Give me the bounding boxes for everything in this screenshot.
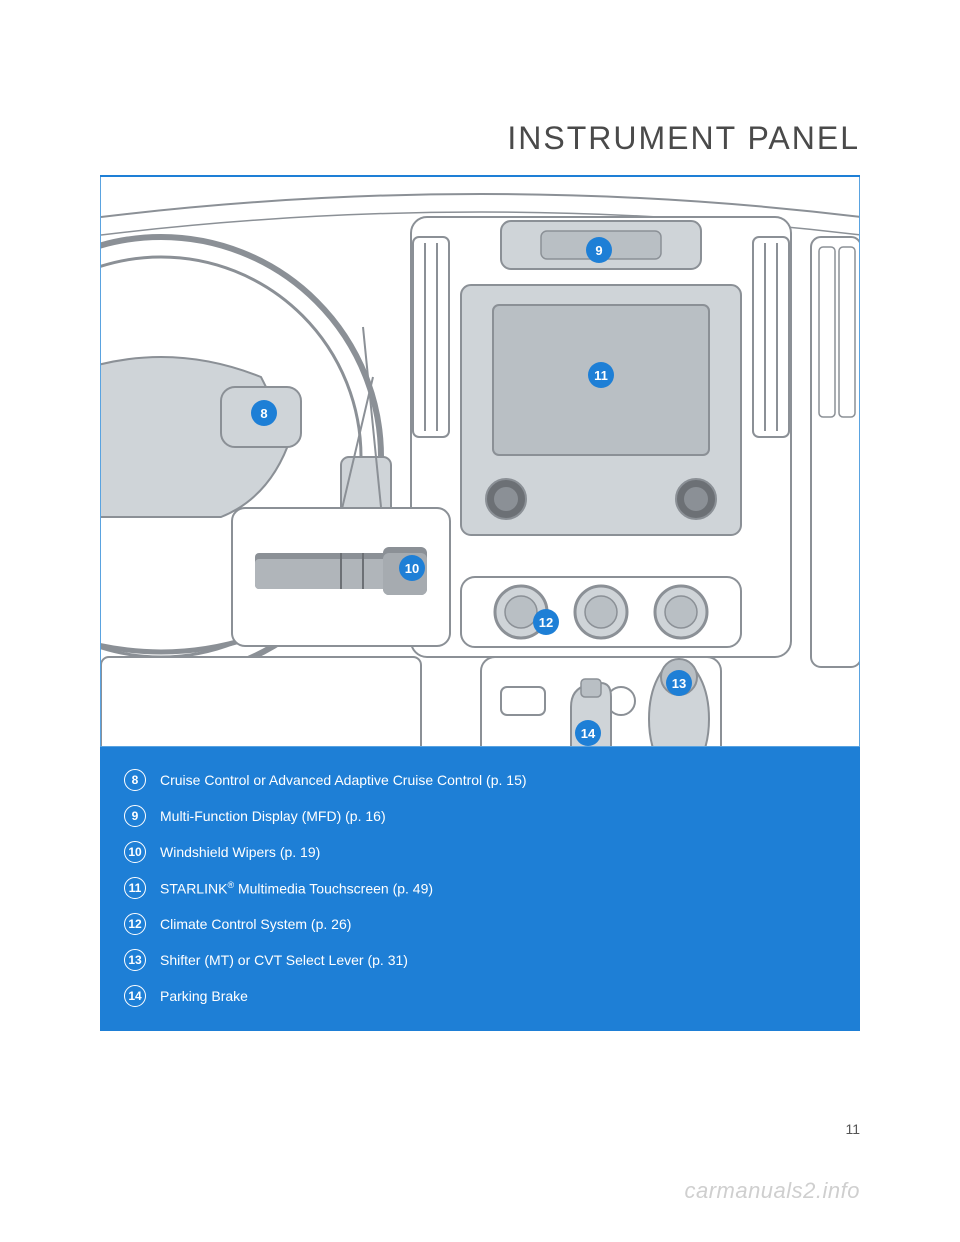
- instrument-panel-diagram: 8 9 10 11 12 13 14: [100, 177, 860, 747]
- callout-label: 10: [405, 561, 419, 576]
- legend-row: 9 Multi-Function Display (MFD) (p. 16): [124, 805, 836, 827]
- legend-text: Climate Control System (p. 26): [160, 916, 351, 932]
- legend-number: 12: [124, 913, 146, 935]
- legend-text: Cruise Control or Advanced Adaptive Crui…: [160, 772, 527, 788]
- callout-11: 11: [588, 362, 614, 388]
- legend-text: Parking Brake: [160, 988, 248, 1004]
- legend-number: 11: [124, 877, 146, 899]
- legend-number: 10: [124, 841, 146, 863]
- legend-row: 8 Cruise Control or Advanced Adaptive Cr…: [124, 769, 836, 791]
- legend-row: 10 Windshield Wipers (p. 19): [124, 841, 836, 863]
- legend-row: 11 STARLINK® Multimedia Touchscreen (p. …: [124, 877, 836, 899]
- watermark: carmanuals2.info: [684, 1178, 860, 1204]
- callout-label: 12: [539, 615, 553, 630]
- legend-number: 9: [124, 805, 146, 827]
- page-number: 11: [845, 1121, 860, 1137]
- callout-label: 11: [594, 368, 608, 383]
- legend-text: Shifter (MT) or CVT Select Lever (p. 31): [160, 952, 408, 968]
- legend-text: STARLINK® Multimedia Touchscreen (p. 49): [160, 880, 433, 897]
- callout-label: 8: [260, 406, 267, 421]
- wiper-stalk-icon: [233, 509, 453, 649]
- legend-number: 8: [124, 769, 146, 791]
- callout-label: 9: [595, 243, 602, 258]
- callout-13: 13: [666, 670, 692, 696]
- legend-row: 12 Climate Control System (p. 26): [124, 913, 836, 935]
- callout-14: 14: [575, 720, 601, 746]
- legend-text: Windshield Wipers (p. 19): [160, 844, 320, 860]
- callout-label: 13: [672, 676, 686, 691]
- legend-number: 14: [124, 985, 146, 1007]
- legend-row: 14 Parking Brake: [124, 985, 836, 1007]
- manual-page: INSTRUMENT PANEL: [0, 0, 960, 1242]
- page-title: INSTRUMENT PANEL: [100, 120, 860, 157]
- legend-number: 13: [124, 949, 146, 971]
- callout-8: 8: [251, 400, 277, 426]
- legend-text: Multi-Function Display (MFD) (p. 16): [160, 808, 386, 824]
- dashboard-illustration: [101, 177, 860, 747]
- callout-label: 14: [581, 726, 595, 741]
- callout-10: 10: [399, 555, 425, 581]
- callout-12: 12: [533, 609, 559, 635]
- callout-9: 9: [586, 237, 612, 263]
- legend-row: 13 Shifter (MT) or CVT Select Lever (p. …: [124, 949, 836, 971]
- legend: 8 Cruise Control or Advanced Adaptive Cr…: [100, 747, 860, 1031]
